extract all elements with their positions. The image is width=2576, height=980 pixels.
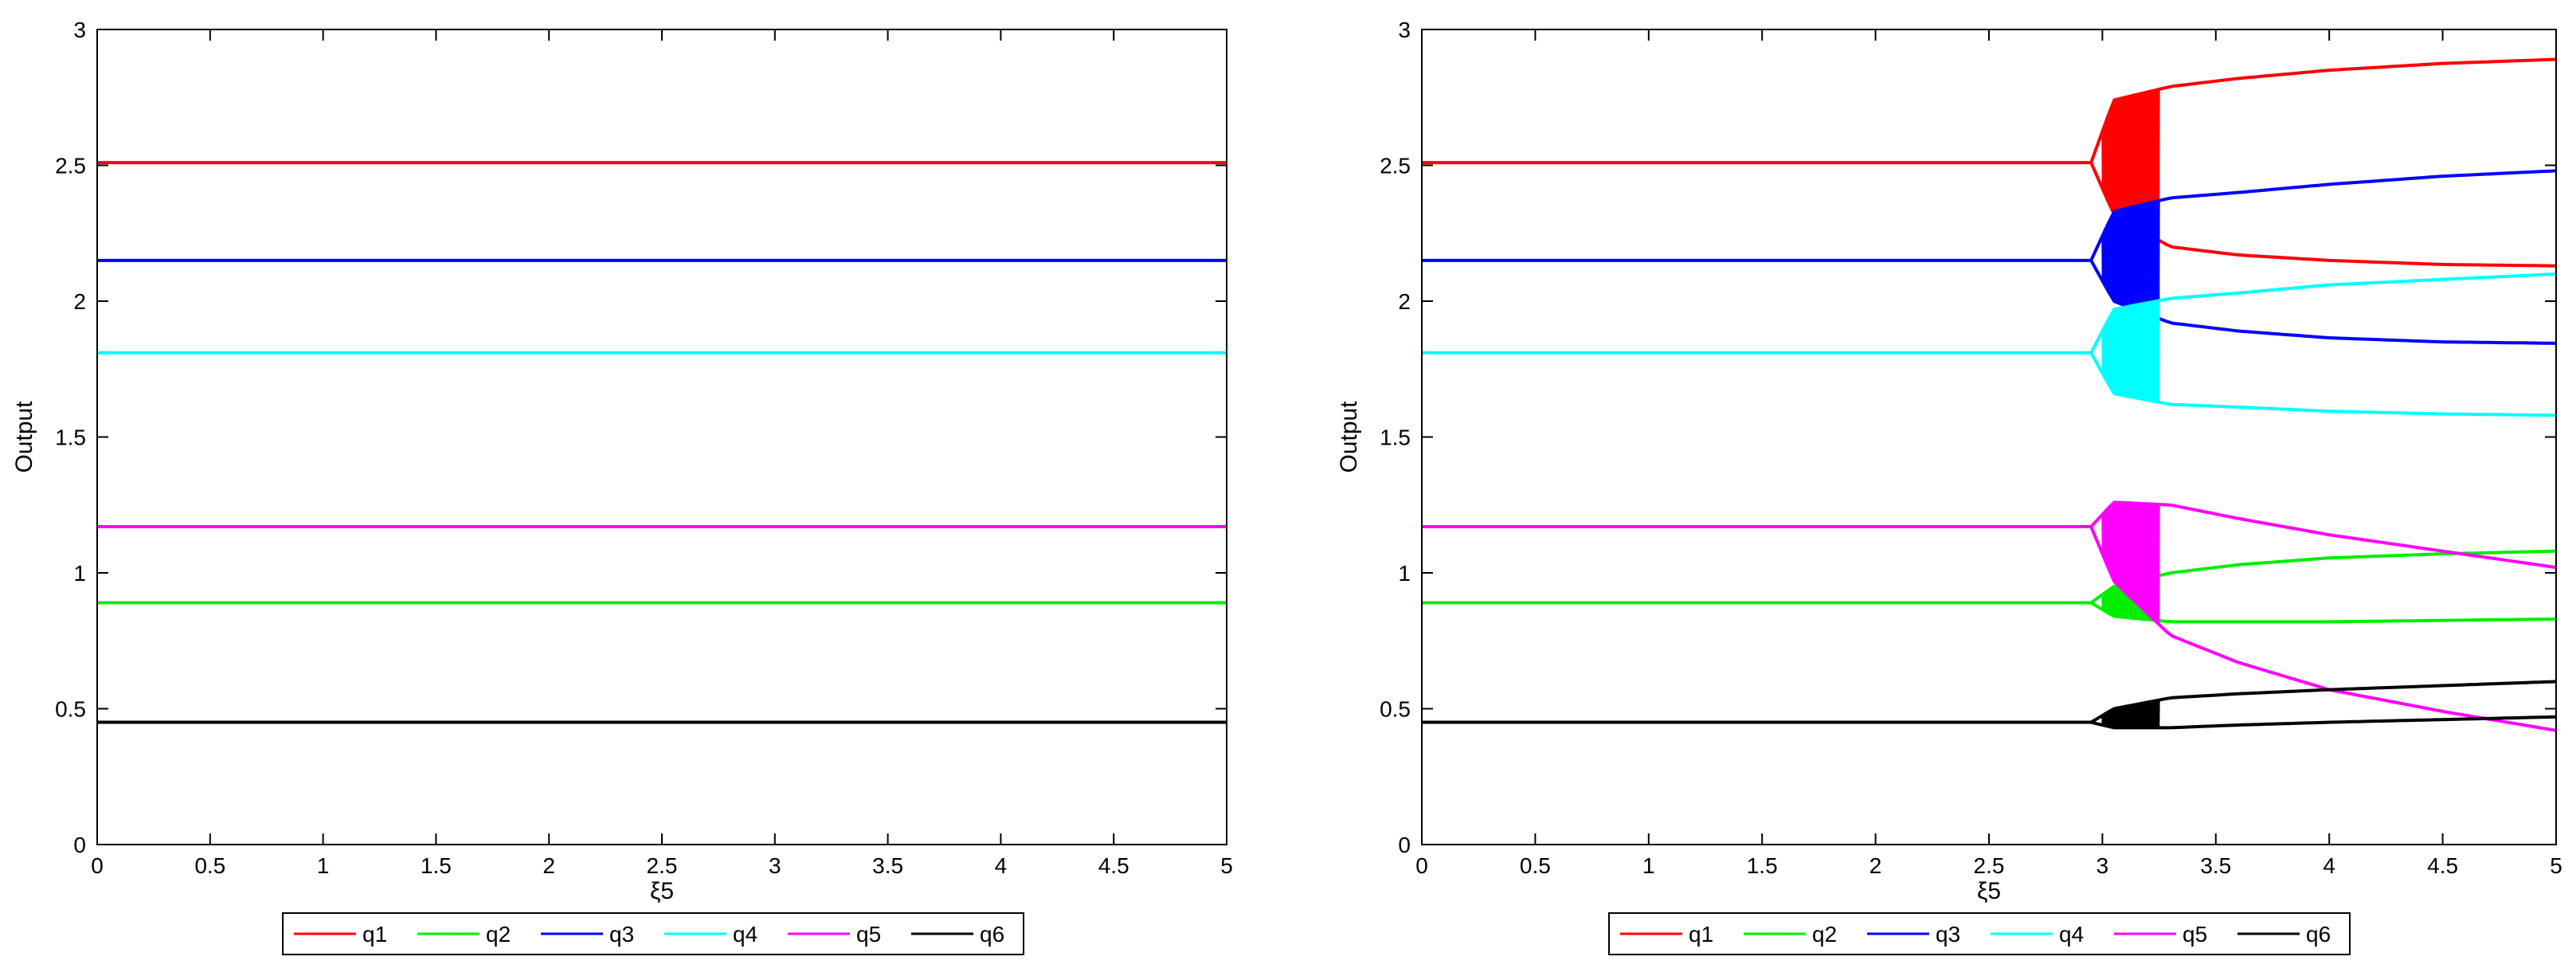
legend-item-q5: q5 <box>788 922 881 947</box>
legend-item-q1: q1 <box>1620 922 1713 947</box>
y-tick-label: 3 <box>73 18 86 42</box>
legend-label: q4 <box>733 922 758 947</box>
x-tick-label: 3.5 <box>2200 853 2231 878</box>
x-tick-label: 0.5 <box>194 853 225 878</box>
legend-label: q6 <box>980 922 1004 947</box>
line-q6-lower <box>2090 715 2557 730</box>
oscillation-q5 <box>2101 502 2160 625</box>
y-tick-label: 2 <box>1398 289 1411 314</box>
legend-label: q3 <box>1936 922 1960 947</box>
legend-item-q2: q2 <box>1744 922 1837 947</box>
line-q2-upper <box>2090 549 2557 605</box>
x-tick-label: 4 <box>2323 853 2335 878</box>
series-group <box>1422 57 2557 732</box>
x-axis-label: ξ5 <box>1977 878 2001 904</box>
legend-item-q1: q1 <box>294 922 387 947</box>
legend: q1 q2 q3 q4 q5 q6 <box>282 912 1024 955</box>
y-axis-label: Output <box>1336 401 1362 473</box>
x-tick-label: 0 <box>91 853 104 878</box>
y-tick-label: 0.5 <box>1380 697 1411 722</box>
legend-item-q3: q3 <box>541 922 634 947</box>
legend-label: q1 <box>1689 922 1713 947</box>
y-tick-label: 0.5 <box>55 697 86 722</box>
plot-area <box>97 29 1227 845</box>
x-tick-label: 2 <box>1869 853 1882 878</box>
oscillation-q3 <box>2101 200 2160 319</box>
y-tick-label: 0 <box>1398 833 1411 857</box>
legend-item-q4: q4 <box>664 922 758 947</box>
legend-box <box>282 912 1024 955</box>
line-q3-upper <box>2089 169 2557 261</box>
legend-label: q2 <box>1812 922 1837 947</box>
y-tick-label: 1 <box>1398 561 1411 586</box>
plot-area <box>1422 29 2556 845</box>
x-tick-label: 2.5 <box>647 853 678 878</box>
x-tick-label: 5 <box>2550 853 2562 878</box>
line-q1-upper <box>2089 57 2557 163</box>
legend-item-q6: q6 <box>911 922 1004 947</box>
line-q6-upper <box>2090 680 2557 724</box>
x-axis-label: ξ5 <box>650 878 674 904</box>
x-tick-label: 1 <box>317 853 330 878</box>
legend-label: q2 <box>486 922 511 947</box>
series-q4 <box>1422 272 2557 417</box>
legend-item-q5: q5 <box>2114 922 2207 947</box>
x-tick-label: 0 <box>1415 853 1428 878</box>
legend-label: q1 <box>362 922 387 947</box>
chart-right: 0 0.5 1 1.5 2 2.5 3 3.5 4 4.5 5 0 0.5 1 1.5 2 2.5 3 ξ5 Outp… <box>1336 18 2562 955</box>
legend-item-q4: q4 <box>1991 922 2084 947</box>
legend-item-q2: q2 <box>417 922 511 947</box>
x-tick-label: 4 <box>995 853 1008 878</box>
legend-item-q3: q3 <box>1867 922 1960 947</box>
legend-label: q6 <box>2306 922 2331 947</box>
y-tick-label: 1.5 <box>1380 425 1411 450</box>
legend-label: q4 <box>2059 922 2084 947</box>
x-tick-label: 1.5 <box>1747 853 1778 878</box>
y-tick-label: 2.5 <box>55 154 86 178</box>
y-tick-label: 2 <box>73 289 86 314</box>
y-tick-label: 1 <box>73 561 86 586</box>
oscillation-q1 <box>2101 88 2160 241</box>
legend-item-q6: q6 <box>2237 922 2331 947</box>
y-tick-label: 3 <box>1398 18 1411 42</box>
legend: q1 q2 q3 q4 q5 q6 <box>1608 912 2351 955</box>
legend-label: q5 <box>856 922 881 947</box>
x-tick-label: 2 <box>542 853 555 878</box>
line-q5-upper <box>2089 500 2557 570</box>
line-q1-lower <box>2089 162 2557 268</box>
y-tick-label: 0 <box>73 833 86 857</box>
x-tick-label: 2.5 <box>1974 853 2005 878</box>
x-tick-label: 4.5 <box>2427 853 2458 878</box>
x-tick-label: 4.5 <box>1098 853 1129 878</box>
line-q2-lower <box>2090 601 2557 624</box>
legend-label: q3 <box>609 922 634 947</box>
line-q4-upper <box>2089 272 2557 354</box>
x-tick-label: 5 <box>1220 853 1233 878</box>
x-tick-label: 1 <box>1642 853 1655 878</box>
series-group <box>97 161 1227 724</box>
y-axis-label: Output <box>11 401 37 473</box>
oscillation-q6 <box>2101 700 2160 728</box>
oscillation-q4 <box>2101 300 2160 402</box>
x-tick-label: 3.5 <box>872 853 903 878</box>
series-q2 <box>1422 549 2557 624</box>
series-q6 <box>1422 680 2557 730</box>
y-tick-label: 1.5 <box>55 425 86 450</box>
y-tick-label: 2.5 <box>1380 154 1411 178</box>
legend-label: q5 <box>2183 922 2207 947</box>
line-q4-lower <box>2089 351 2557 417</box>
x-tick-label: 0.5 <box>1520 853 1551 878</box>
line-q3-lower <box>2089 259 2557 345</box>
x-tick-label: 3 <box>2096 853 2109 878</box>
x-tick-label: 1.5 <box>421 853 452 878</box>
series-q3 <box>1422 169 2557 345</box>
series-q1 <box>1422 57 2557 268</box>
x-tick-label: 3 <box>769 853 781 878</box>
legend-box <box>1608 912 2351 955</box>
chart-left: 0 0.5 1 1.5 2 2.5 3 3.5 4 4.5 5 0 0.5 1 1.5 2 2.5 3 ξ5 Outp… <box>11 18 1233 955</box>
